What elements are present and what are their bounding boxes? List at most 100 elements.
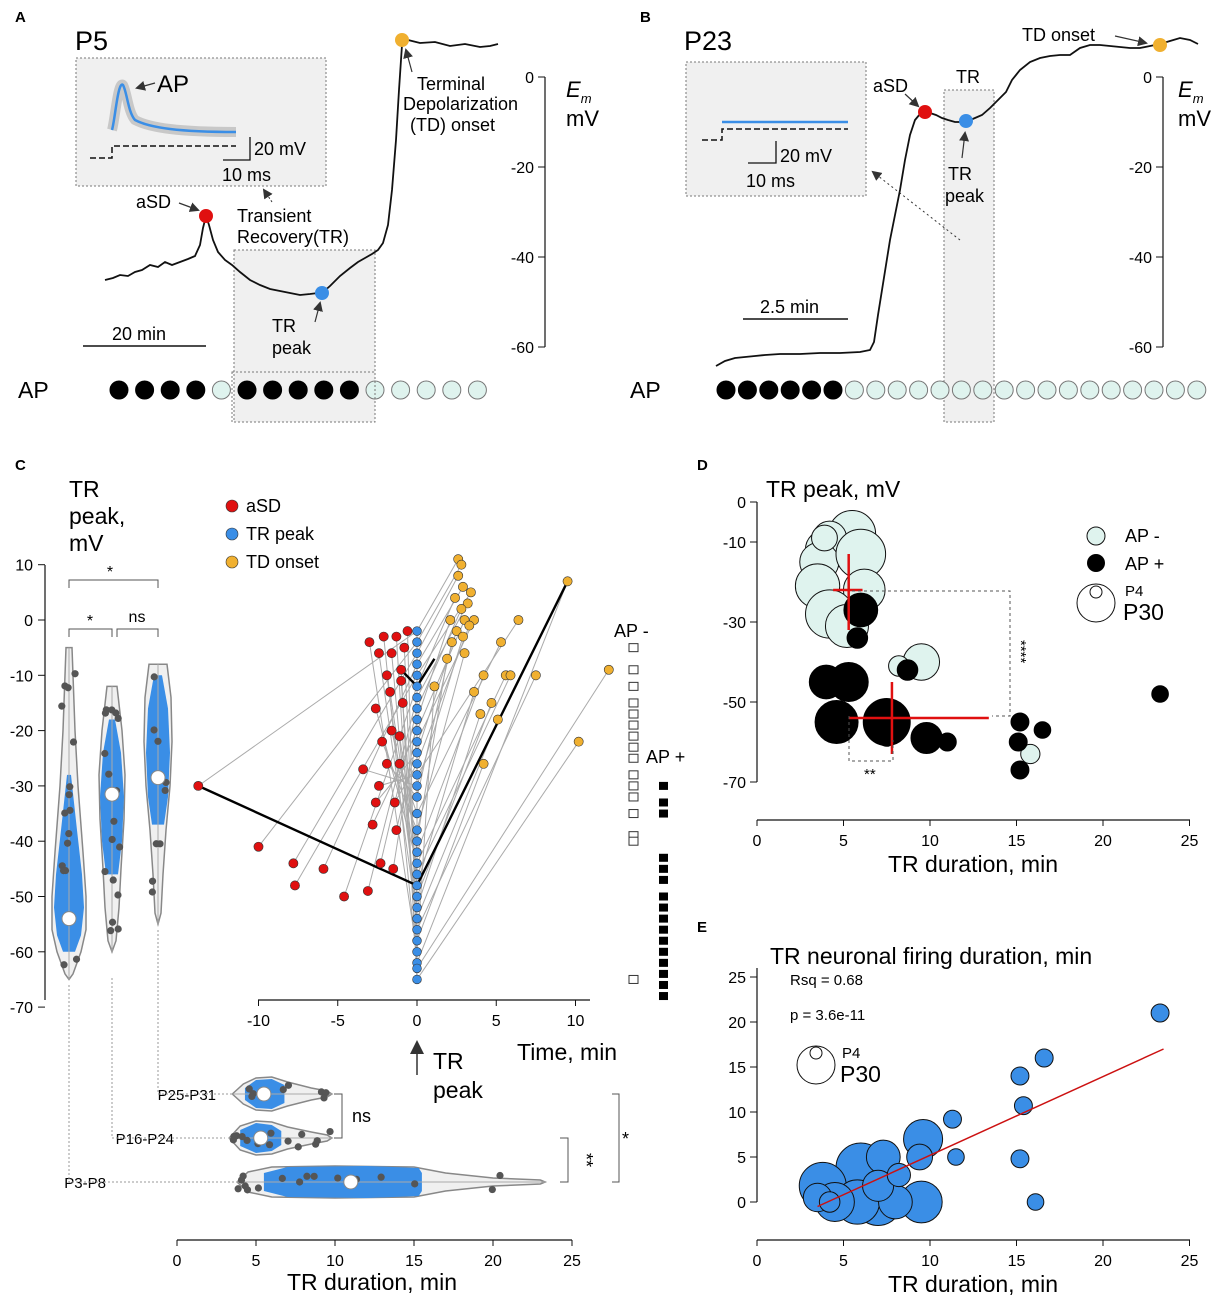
duration-point [241, 1182, 249, 1190]
ap-positive-marker [659, 992, 668, 1001]
trajectory-asd-segment [368, 642, 418, 952]
panel-b-time-scale: 2.5 min [760, 297, 819, 317]
td-point [456, 559, 467, 570]
panel-c-violins [51, 646, 173, 981]
td-point [478, 670, 489, 681]
firing-duration-point [886, 1162, 911, 1188]
ap-negative-marker [628, 698, 639, 708]
legend-ap-pos: AP + [1125, 554, 1164, 574]
violin-point [114, 891, 122, 899]
panel-c-ap-minus: AP - [614, 621, 649, 641]
panel-a-asd-arrow [178, 202, 200, 212]
panel-e-title: TR neuronal firing duration, min [770, 943, 1092, 969]
trajectory-td-segment [416, 558, 459, 632]
e-y-tick-label: 25 [728, 970, 746, 987]
panel-d-xlabel: TR duration, min [888, 851, 1058, 877]
trajectory-td-segment [416, 658, 448, 842]
panel-e-rsq: Rsq = 0.68 [790, 972, 863, 989]
trpeak-point [412, 947, 422, 957]
panel-c-duration-label: TR duration, min [287, 1269, 457, 1295]
violin-point [154, 737, 162, 745]
td-point [458, 581, 468, 592]
trpeak-point [412, 891, 422, 902]
trajectory-td-segment [416, 619, 451, 720]
duration-point [310, 1172, 318, 1180]
ap-negative-marker [628, 742, 639, 752]
violin-point [148, 888, 156, 896]
size-legend-small: P4 [1125, 583, 1143, 600]
panel-b-td-label: TD onset [1022, 25, 1095, 45]
violin-point [101, 867, 109, 876]
ap-firing-dot [288, 380, 308, 400]
trajectory-td-segment [416, 763, 485, 941]
trajectory-td-segment [416, 625, 470, 764]
panel-a-trpeak-arrow [313, 301, 323, 323]
panel-e-size-big: P30 [840, 1061, 881, 1087]
ap-positive-marker [659, 892, 668, 901]
td-point [464, 620, 475, 631]
panel-a-td-label-3: (TD) onset [410, 115, 495, 135]
e-y-tick-label: 10 [728, 1105, 746, 1122]
panel-b-scalebar [748, 141, 777, 164]
trpeak-point [412, 781, 422, 791]
ap-silent-dot [994, 380, 1014, 400]
duration-median [256, 1086, 272, 1102]
panel-c-duration-ticks: 0 5 10 15 20 25 [173, 1240, 581, 1270]
trajectory-td-segment [416, 641, 502, 814]
asd-point [389, 797, 400, 808]
td-point [459, 648, 470, 659]
trajectory-td-segment [416, 636, 464, 787]
asd-point [378, 631, 389, 642]
ap-negative-marker [628, 836, 639, 846]
y-tick-label: -30 [10, 779, 33, 796]
panel-a-td-label-1: Terminal [417, 74, 485, 94]
size-legend-big-swatch [1076, 583, 1116, 623]
asd-point [339, 891, 349, 902]
d-x-tick-label: 25 [1181, 833, 1199, 850]
panel-a-td-arrow [403, 48, 413, 73]
panel-b-asd-arrow [904, 93, 920, 108]
trajectory-asd-segment [372, 730, 418, 825]
asd-point [364, 637, 375, 648]
duration-point [334, 1174, 342, 1182]
violin-point [63, 839, 72, 847]
td-point [492, 714, 503, 725]
ap-positive-point [1010, 760, 1030, 780]
panel-d-points [794, 510, 1169, 780]
ap-silent-dot [866, 380, 886, 400]
y-tick-label: -20 [10, 724, 33, 741]
duration-point [238, 1132, 246, 1141]
ap-positive-marker [659, 980, 668, 989]
duration-point [284, 1137, 292, 1145]
trajectory-td-segment [416, 702, 492, 897]
ap-negative-marker [628, 753, 639, 763]
panel-c-duration-violins [228, 1076, 548, 1199]
trpeak-point [412, 792, 422, 802]
ap-positive-marker [659, 864, 668, 873]
ap-positive-point [910, 721, 943, 755]
ap-row-tr-outline [231, 371, 376, 423]
trajectory-td-segment [416, 691, 475, 886]
panel-a-em-tick-0: 0 [525, 70, 534, 87]
panel-a-em-label: Em [566, 77, 592, 106]
firing-duration-point [1010, 1066, 1030, 1086]
violin-point [110, 817, 118, 825]
panel-b-letter: B [640, 9, 651, 26]
trpeak-point [412, 924, 422, 935]
panel-c-drop-lines [68, 930, 234, 1183]
ap-positive-point [843, 592, 879, 628]
duration-point [294, 1143, 302, 1151]
ap-negative-marker [628, 665, 639, 675]
firing-duration-point [1034, 1048, 1054, 1068]
panel-c-sig-brackets: * * ns [68, 564, 159, 637]
panel-e-size-legend-big-swatch [796, 1045, 836, 1085]
ap-firing-dot [339, 380, 359, 400]
ap-silent-dot [844, 380, 864, 400]
violin-point [65, 829, 73, 838]
ap-firing-dot [780, 380, 800, 400]
ap-positive-marker [659, 936, 668, 945]
td-point [442, 653, 453, 664]
duration-point [254, 1184, 263, 1192]
asd-point [386, 648, 397, 659]
panel-b-tr-label: TR [956, 67, 980, 87]
